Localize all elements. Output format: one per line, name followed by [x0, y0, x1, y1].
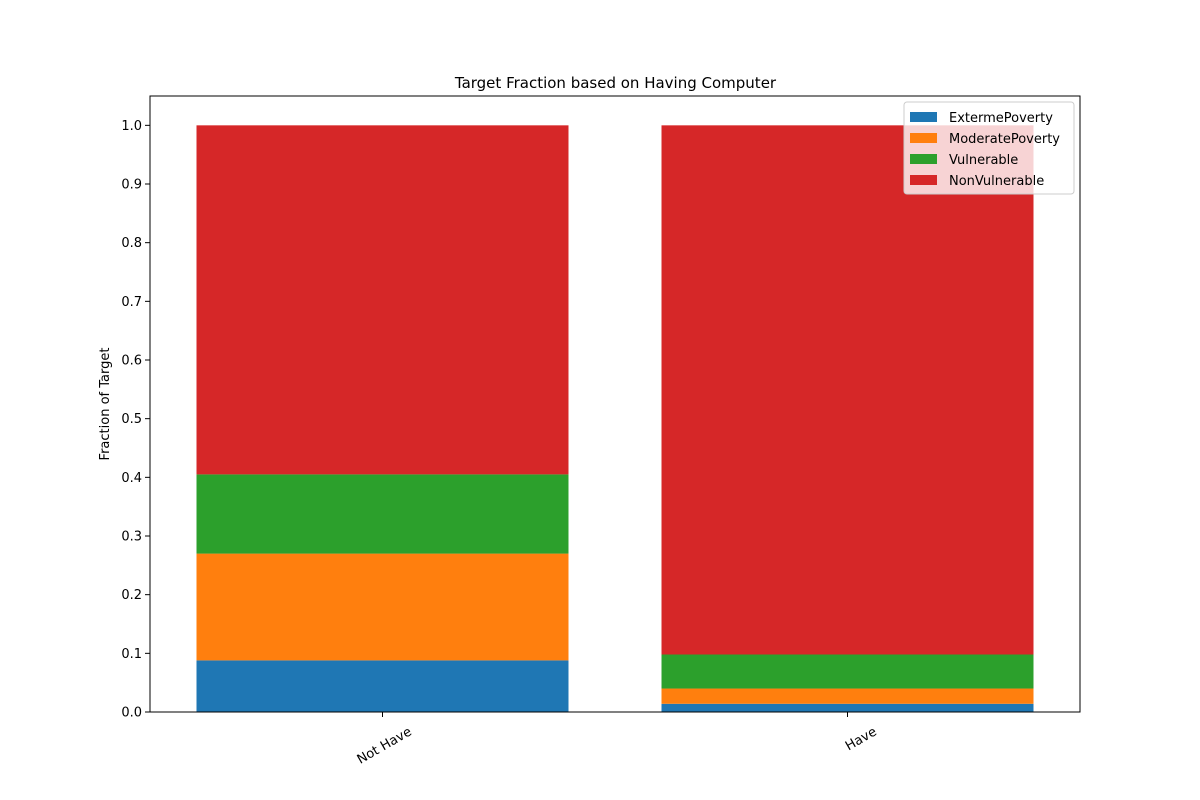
bar-moderatepoverty-have: [661, 688, 1034, 704]
bar-vulnerable-have: [661, 654, 1034, 689]
y-tick-label: 0.0: [121, 706, 142, 721]
bar-vulnerable-not-have: [196, 474, 569, 554]
bar-moderatepoverty-not-have: [196, 553, 569, 661]
bars-group: [196, 125, 1034, 712]
legend-label-vulnerable: Vulnerable: [949, 153, 1018, 168]
y-tick-label: 0.2: [121, 588, 142, 603]
legend-label-nonvulnerable: NonVulnerable: [949, 174, 1044, 189]
x-tick-label-not-have: Not Have: [355, 724, 415, 767]
chart-title: Target Fraction based on Having Computer: [454, 74, 777, 92]
y-tick-label: 0.3: [121, 530, 142, 545]
bar-extermepoverty-have: [661, 703, 1034, 712]
legend-label-moderatepoverty: ModeratePoverty: [949, 132, 1060, 147]
legend-label-extermepoverty: ExtermePoverty: [949, 111, 1053, 126]
y-tick-label: 1.0: [121, 119, 142, 134]
y-tick-label: 0.8: [121, 236, 142, 251]
y-tick-label: 0.7: [121, 295, 142, 310]
legend-swatch-moderatepoverty: [910, 133, 937, 143]
y-axis-label: Fraction of Target: [98, 348, 113, 461]
legend-box: [903, 101, 1075, 195]
legend-swatch-vulnerable: [910, 154, 937, 164]
legend-swatch-nonvulnerable: [910, 175, 937, 185]
x-tick-label-have: Have: [843, 724, 879, 754]
y-tick-label: 0.6: [121, 354, 142, 369]
y-tick-label: 0.4: [121, 471, 142, 486]
legend-swatch-extermepoverty: [910, 112, 937, 122]
y-tick-label: 0.9: [121, 178, 142, 193]
bar-nonvulnerable-have: [661, 125, 1034, 655]
bar-extermepoverty-not-have: [196, 660, 569, 712]
x-axis: Not Have Have: [355, 712, 880, 768]
y-tick-label: 0.5: [121, 412, 142, 427]
plot-frame: [149, 95, 1081, 713]
y-tick-label: 0.1: [121, 647, 142, 662]
y-axis: 0.0 0.1 0.2 0.3 0.4 0.5 0.6 0.7 0.8 0.9 1.0: [121, 119, 150, 721]
legend: ExtermePoverty ModeratePoverty Vulnerable N…: [903, 101, 1075, 195]
bar-nonvulnerable-not-have: [196, 125, 569, 475]
